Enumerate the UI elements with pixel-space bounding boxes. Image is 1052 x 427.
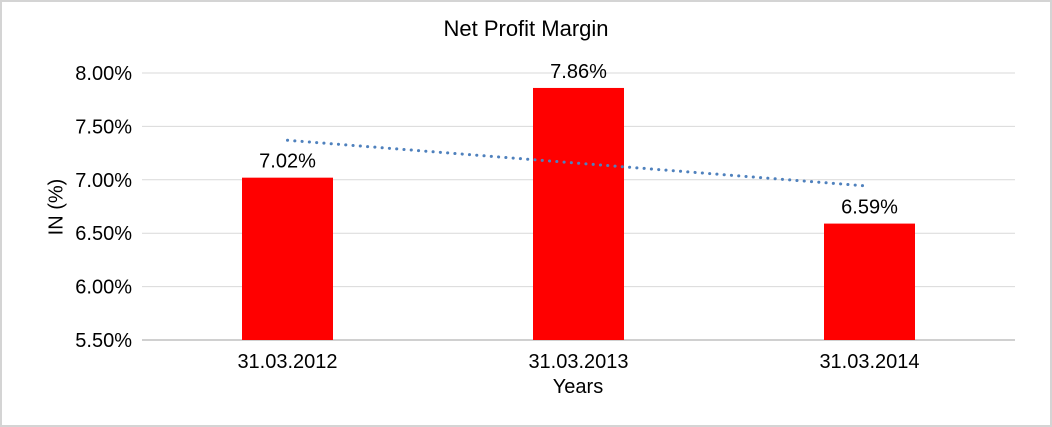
y-tick-label: 8.00%: [75, 63, 132, 85]
x-tick-label: 31.03.2012: [237, 351, 337, 373]
bar: [824, 223, 915, 340]
bar-data-label: 6.59%: [841, 197, 898, 219]
bar: [242, 177, 333, 340]
y-tick-label: 7.50%: [75, 116, 132, 138]
bar-data-label: 7.02%: [259, 151, 316, 173]
trendline: [286, 138, 871, 188]
bar: [533, 87, 624, 341]
bar-data-label: 7.86%: [550, 61, 607, 83]
y-tick-label: 5.50%: [75, 330, 132, 352]
y-tick-label: 6.50%: [75, 223, 132, 245]
x-tick-label: 31.03.2014: [819, 351, 919, 373]
x-tick-label: 31.03.2013: [528, 351, 628, 373]
chart-title: Net Profit Margin: [443, 16, 609, 41]
x-axis-title: Years: [552, 376, 604, 398]
y-tick-label: 6.00%: [75, 277, 132, 299]
y-tick-label: 7.00%: [75, 170, 132, 192]
